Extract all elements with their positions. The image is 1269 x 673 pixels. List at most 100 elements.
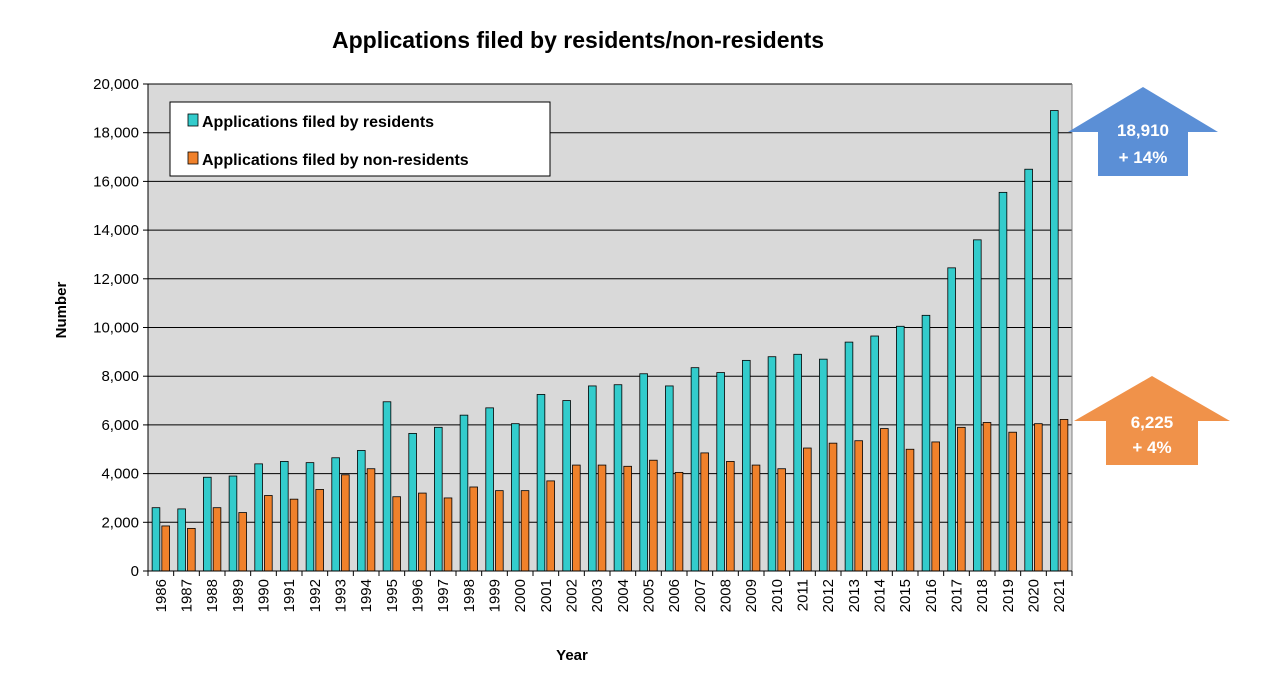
bar-residents-2008 xyxy=(716,372,725,572)
x-tick-label: 2008 xyxy=(718,579,735,612)
bar-nonresidents-1993 xyxy=(341,474,350,572)
residents-callout-arrow xyxy=(1068,87,1218,176)
bar-residents-2012 xyxy=(819,358,828,572)
x-axis-title: Year xyxy=(556,647,588,664)
y-tick-label: 16,000 xyxy=(93,173,139,190)
bar-nonresidents-2003 xyxy=(597,464,607,572)
bar-residents-2006 xyxy=(665,385,674,572)
bar-nonresidents-2010 xyxy=(777,468,786,572)
x-tick-label: 2000 xyxy=(512,579,529,612)
bar-residents-2003 xyxy=(588,385,597,572)
nonresidents-callout: 6,225 + 4% xyxy=(1074,376,1230,465)
x-tick-label: 2005 xyxy=(641,579,658,612)
bar-residents-1987 xyxy=(177,508,186,572)
x-tick-label: 1991 xyxy=(281,579,298,612)
bar-nonresidents-2015 xyxy=(905,448,915,572)
x-tick-label: 1989 xyxy=(230,579,247,612)
bar-residents-2018 xyxy=(973,239,982,572)
bar-nonresidents-1997 xyxy=(443,497,453,572)
bar-residents-2009 xyxy=(742,359,751,572)
x-tick-label: 2009 xyxy=(743,579,760,612)
bar-residents-1989 xyxy=(228,475,238,572)
bar-residents-1990 xyxy=(254,463,263,572)
bar-nonresidents-2019 xyxy=(1008,431,1017,572)
bar-nonresidents-2006 xyxy=(674,471,684,572)
x-tick-label: 2006 xyxy=(666,579,683,612)
x-tick-label: 2017 xyxy=(949,579,966,612)
y-tick-label: 8,000 xyxy=(101,368,139,385)
x-tick-label: 1987 xyxy=(179,579,196,612)
legend-swatch-nonresidents xyxy=(187,151,199,165)
bar-residents-2011 xyxy=(793,353,802,572)
bar-residents-1992 xyxy=(305,462,315,572)
x-tick-label: 2004 xyxy=(615,579,632,612)
bar-residents-1995 xyxy=(382,401,392,572)
x-tick-label: 2016 xyxy=(923,579,940,612)
bar-nonresidents-2020 xyxy=(1034,423,1043,572)
bar-nonresidents-2000 xyxy=(520,490,530,572)
bar-nonresidents-1987 xyxy=(187,527,196,572)
x-tick-label: 2020 xyxy=(1026,579,1043,612)
y-tick-label: 18,000 xyxy=(93,125,139,142)
bar-residents-1993 xyxy=(331,457,340,572)
legend-label-residents: Applications filed by residents xyxy=(202,114,434,131)
bar-residents-1994 xyxy=(357,450,366,572)
residents-callout-value: 18,910 xyxy=(1117,121,1169,140)
bar-nonresidents-1995 xyxy=(392,496,401,572)
legend-swatch-residents xyxy=(187,113,199,127)
bar-nonresidents-2014 xyxy=(880,428,889,572)
legend-box xyxy=(169,101,551,177)
bar-residents-2001 xyxy=(536,394,546,572)
y-tick-label: 0 xyxy=(131,563,139,580)
bar-nonresidents-1998 xyxy=(469,486,478,572)
x-tick-label: 2015 xyxy=(897,579,914,612)
x-tick-label: 2014 xyxy=(872,579,889,612)
x-tick-label: 1986 xyxy=(153,579,170,612)
residents-callout: 18,910 + 14% xyxy=(1068,87,1218,176)
bar-residents-2002 xyxy=(562,400,571,572)
bar-residents-2007 xyxy=(690,367,700,572)
x-tick-label: 1996 xyxy=(410,579,427,612)
nonresidents-callout-value: 6,225 xyxy=(1131,413,1174,432)
bars xyxy=(151,110,1069,572)
bar-nonresidents-1988 xyxy=(212,507,222,572)
bar-residents-1996 xyxy=(408,433,417,572)
bar-nonresidents-2007 xyxy=(700,452,709,572)
bar-residents-1997 xyxy=(434,426,443,572)
bar-nonresidents-2012 xyxy=(828,442,838,572)
bar-residents-2021 xyxy=(1050,110,1059,572)
bar-nonresidents-1990 xyxy=(264,495,273,572)
legend: Applications filed by residents Applicat… xyxy=(169,101,551,177)
bar-residents-2014 xyxy=(870,335,879,572)
bar-residents-1998 xyxy=(459,414,469,572)
y-tick-label: 12,000 xyxy=(93,271,139,288)
y-tick-label: 14,000 xyxy=(93,222,139,239)
x-tick-label: 1992 xyxy=(307,579,324,612)
bar-nonresidents-2005 xyxy=(649,459,658,572)
x-tick-label: 1998 xyxy=(461,579,478,612)
y-tick-label: 4,000 xyxy=(101,466,139,483)
bar-residents-2020 xyxy=(1024,168,1033,572)
x-tick-label: 2012 xyxy=(820,579,837,612)
y-tick-label: 20,000 xyxy=(93,76,139,93)
bar-residents-2013 xyxy=(844,341,854,572)
bar-residents-2015 xyxy=(896,325,905,572)
y-tick-label: 10,000 xyxy=(93,320,139,337)
bar-nonresidents-1989 xyxy=(238,512,247,572)
bar-residents-2004 xyxy=(613,384,623,572)
x-tick-label: 1994 xyxy=(358,579,375,612)
bar-nonresidents-1996 xyxy=(418,492,427,572)
bar-nonresidents-1994 xyxy=(366,468,376,572)
x-tick-label: 2021 xyxy=(1051,579,1068,612)
x-tick-label: 1990 xyxy=(256,579,273,612)
y-axis-title: Number xyxy=(53,282,70,339)
x-tick-label: 2002 xyxy=(564,579,581,612)
bar-residents-2000 xyxy=(511,423,520,572)
x-tick-label: 1999 xyxy=(487,579,504,612)
x-tick-label: 1988 xyxy=(204,579,221,612)
bar-nonresidents-1991 xyxy=(289,498,299,572)
bar-residents-2019 xyxy=(998,191,1008,572)
chart-title: Applications filed by residents/non-resi… xyxy=(332,27,824,53)
y-axis: 0 2,000 4,000 6,000 8,000 10,000 12,000 14,000 1… xyxy=(93,76,149,580)
